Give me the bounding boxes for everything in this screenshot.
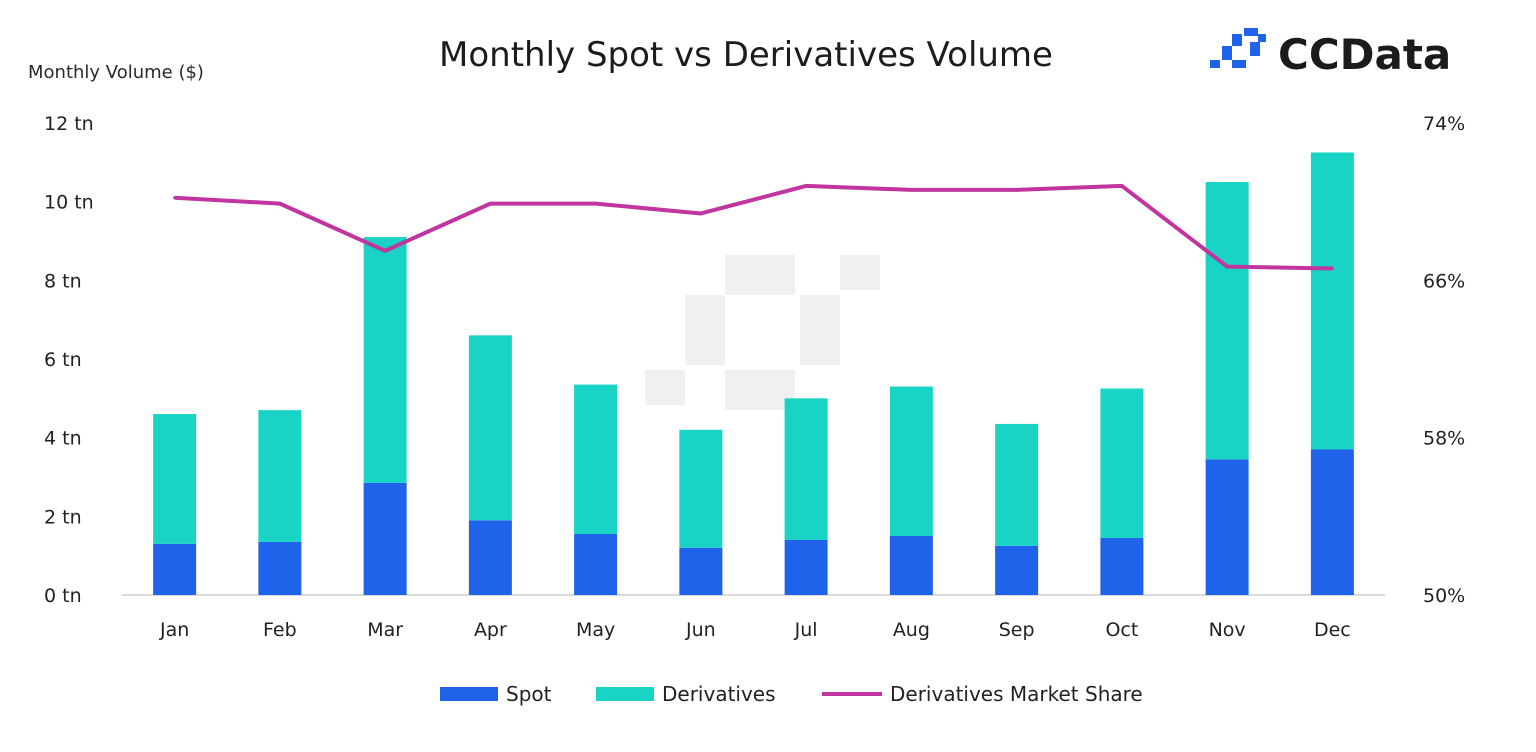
- y-right-ticks: 50% 58% 66% 74%: [1423, 113, 1465, 607]
- bar-derivatives-oct: [1100, 388, 1144, 538]
- x-tick-label: Apr: [474, 619, 507, 641]
- bar-spot-may: [574, 534, 618, 595]
- x-tick-label: May: [576, 619, 615, 641]
- bar-spot-oct: [1100, 537, 1144, 595]
- bar-spot-aug: [889, 536, 933, 595]
- legend-item-derivatives: Derivatives: [596, 682, 776, 706]
- bar-derivatives-jan: [153, 414, 197, 544]
- bars: [153, 152, 1354, 595]
- line-point-mar: [383, 249, 387, 253]
- line-point-dec: [1330, 267, 1334, 271]
- y-left-tick-label: 2 tn: [44, 506, 82, 528]
- ccdata-logo-icon: [1210, 28, 1266, 68]
- legend-label-spot: Spot: [506, 682, 552, 706]
- line-point-may: [594, 202, 598, 206]
- bar-spot-mar: [363, 482, 407, 595]
- line-point-aug: [909, 188, 913, 192]
- line-point-apr: [488, 202, 492, 206]
- legend-swatch-spot: [440, 687, 498, 701]
- brand-name: CCData: [1278, 30, 1451, 79]
- y-left-tick-label: 6 tn: [44, 349, 82, 371]
- y-left-tick-label: 10 tn: [44, 192, 94, 214]
- y-left-ticks: 0 tn 2 tn 4 tn 6 tn 8 tn 10 tn 12 tn: [44, 113, 94, 607]
- bar-derivatives-nov: [1205, 182, 1249, 460]
- y-right-tick-label: 66%: [1423, 270, 1465, 292]
- y-left-tick-label: 8 tn: [44, 270, 82, 292]
- x-tick-label: Feb: [263, 619, 297, 641]
- bar-spot-nov: [1205, 459, 1249, 595]
- bar-derivatives-jul: [784, 398, 828, 540]
- bar-spot-sep: [995, 545, 1039, 595]
- chart-title: Monthly Spot vs Derivatives Volume: [439, 35, 1053, 75]
- line-point-oct: [1120, 184, 1124, 188]
- legend-item-market-share: Derivatives Market Share: [822, 682, 1143, 706]
- legend: Spot Derivatives Derivatives Market Shar…: [440, 682, 1143, 706]
- line-derivatives-market-share: [174, 183, 1333, 271]
- bar-derivatives-dec: [1310, 152, 1354, 450]
- line-point-jun: [699, 211, 703, 215]
- y-left-tick-label: 4 tn: [44, 428, 82, 450]
- x-tick-label: Jul: [794, 619, 818, 641]
- bar-derivatives-sep: [995, 423, 1039, 546]
- bar-spot-jun: [679, 547, 723, 595]
- line-point-jan: [173, 196, 177, 200]
- bar-derivatives-may: [574, 384, 618, 535]
- bar-derivatives-jun: [679, 429, 723, 548]
- line-point-nov: [1225, 265, 1229, 269]
- bar-spot-apr: [468, 520, 512, 595]
- x-ticks: Jan Feb Mar Apr May Jun Jul Aug Sep Oct Nov Dec: [159, 619, 1351, 641]
- line-point-jul: [804, 184, 808, 188]
- x-tick-label: Sep: [999, 619, 1035, 641]
- x-tick-label: Mar: [367, 619, 403, 641]
- line-point-sep: [1015, 188, 1019, 192]
- bar-derivatives-aug: [889, 386, 933, 536]
- x-tick-label: Nov: [1209, 619, 1246, 641]
- x-tick-label: Aug: [893, 619, 930, 641]
- legend-label-derivatives: Derivatives: [662, 682, 776, 706]
- bar-derivatives-apr: [468, 335, 512, 521]
- bar-spot-dec: [1310, 449, 1354, 595]
- market-share-line: [173, 183, 1334, 271]
- legend-swatch-derivatives: [596, 687, 654, 701]
- line-point-feb: [278, 202, 282, 206]
- bar-derivatives-mar: [363, 237, 407, 483]
- y-left-tick-label: 0 tn: [44, 585, 82, 607]
- bar-spot-jan: [153, 543, 197, 595]
- bar-spot-jul: [784, 539, 828, 595]
- x-tick-label: Jan: [159, 619, 189, 641]
- y-right-tick-label: 50%: [1423, 585, 1465, 607]
- x-tick-label: Oct: [1105, 619, 1138, 641]
- watermark-icon: [645, 255, 880, 410]
- x-tick-label: Dec: [1314, 619, 1351, 641]
- x-tick-label: Jun: [685, 619, 716, 641]
- y-left-tick-label: 12 tn: [44, 113, 94, 135]
- legend-item-spot: Spot: [440, 682, 552, 706]
- y-right-tick-label: 74%: [1423, 113, 1465, 135]
- y-axis-title: Monthly Volume ($): [28, 62, 204, 83]
- bar-spot-feb: [258, 541, 302, 595]
- brand-logo: CCData: [1210, 28, 1451, 79]
- legend-label-market-share: Derivatives Market Share: [890, 682, 1143, 706]
- y-right-tick-label: 58%: [1423, 428, 1465, 450]
- bar-derivatives-feb: [258, 410, 302, 542]
